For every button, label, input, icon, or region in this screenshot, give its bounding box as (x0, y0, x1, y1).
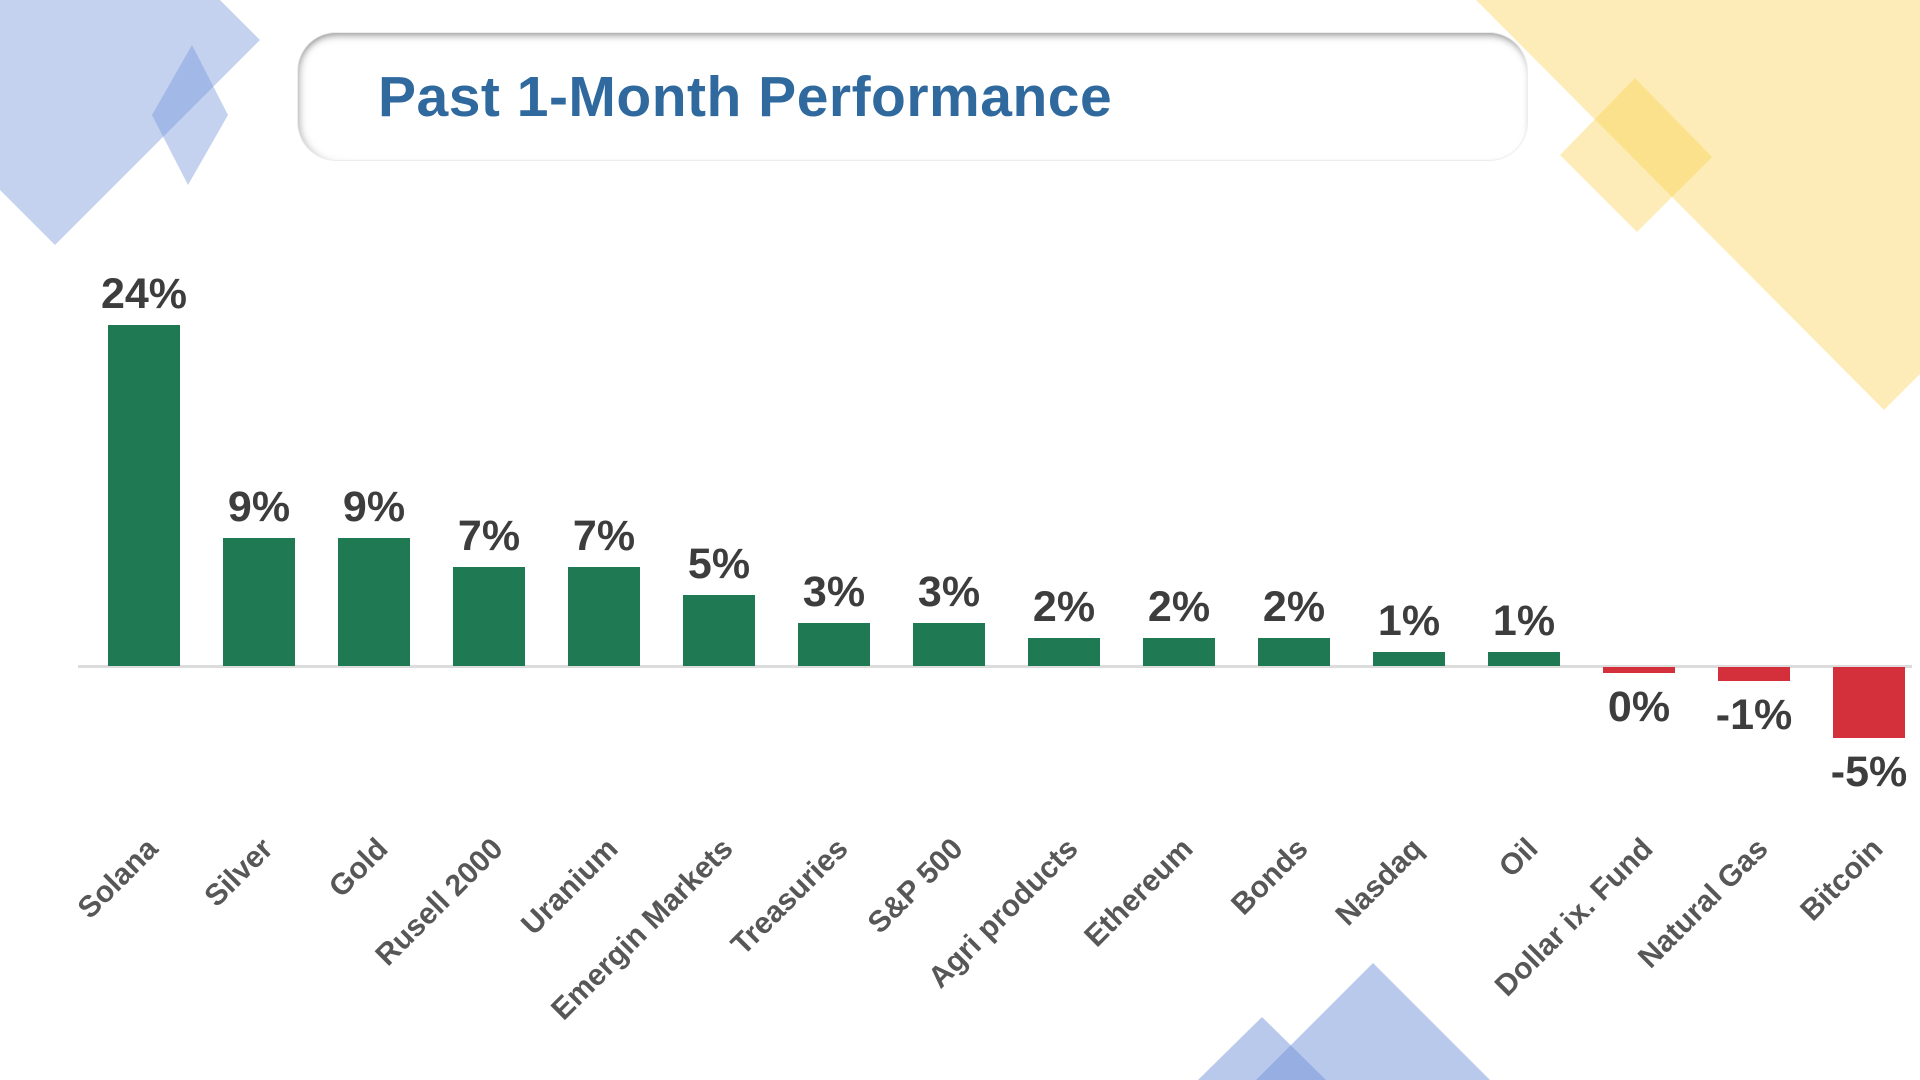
value-label-uranium: 7% (572, 511, 636, 560)
bar-uranium (568, 566, 640, 666)
value-label-bonds: 2% (1262, 582, 1326, 631)
bar-silver (223, 538, 295, 666)
chart-title: Past 1-Month Performance (378, 64, 1113, 129)
value-label-emergin-markets: 5% (687, 540, 751, 588)
value-label-solana: 24% (100, 270, 188, 319)
value-label-s-p-500: 3% (917, 568, 981, 617)
bar-agri-products (1028, 637, 1100, 666)
title-card: Past 1-Month Performance (298, 33, 1527, 160)
bar-treasuries (798, 623, 870, 666)
value-label-oil: 1% (1492, 596, 1556, 645)
bar-oil (1488, 651, 1560, 666)
bar-natural-gas (1718, 667, 1790, 682)
value-label-gold: 9% (342, 483, 406, 532)
bar-emergin-markets (683, 595, 755, 666)
bar-dollar-ix-fund (1603, 667, 1675, 673)
bar-s-p-500 (913, 623, 985, 666)
value-label-silver: 9% (227, 483, 291, 532)
bar-ethereum (1143, 637, 1215, 666)
value-label-ethereum: 2% (1147, 582, 1211, 631)
bar-gold (338, 538, 410, 666)
bar-nasdaq (1373, 651, 1445, 666)
value-label-rusell-2000: 7% (457, 511, 521, 560)
x-axis-line (78, 665, 1912, 668)
value-label-natural-gas: -1% (1715, 691, 1793, 740)
value-label-agri-products: 2% (1032, 582, 1096, 631)
bar-bitcoin (1833, 667, 1905, 738)
value-label-treasuries: 3% (802, 568, 866, 617)
value-label-dollar-ix-fund: 0% (1607, 682, 1671, 731)
value-label-nasdaq: 1% (1377, 596, 1441, 645)
bar-solana (108, 325, 180, 666)
value-label-bitcoin: -5% (1830, 748, 1908, 796)
bar-rusell-2000 (453, 566, 525, 666)
bar-bonds (1258, 637, 1330, 666)
